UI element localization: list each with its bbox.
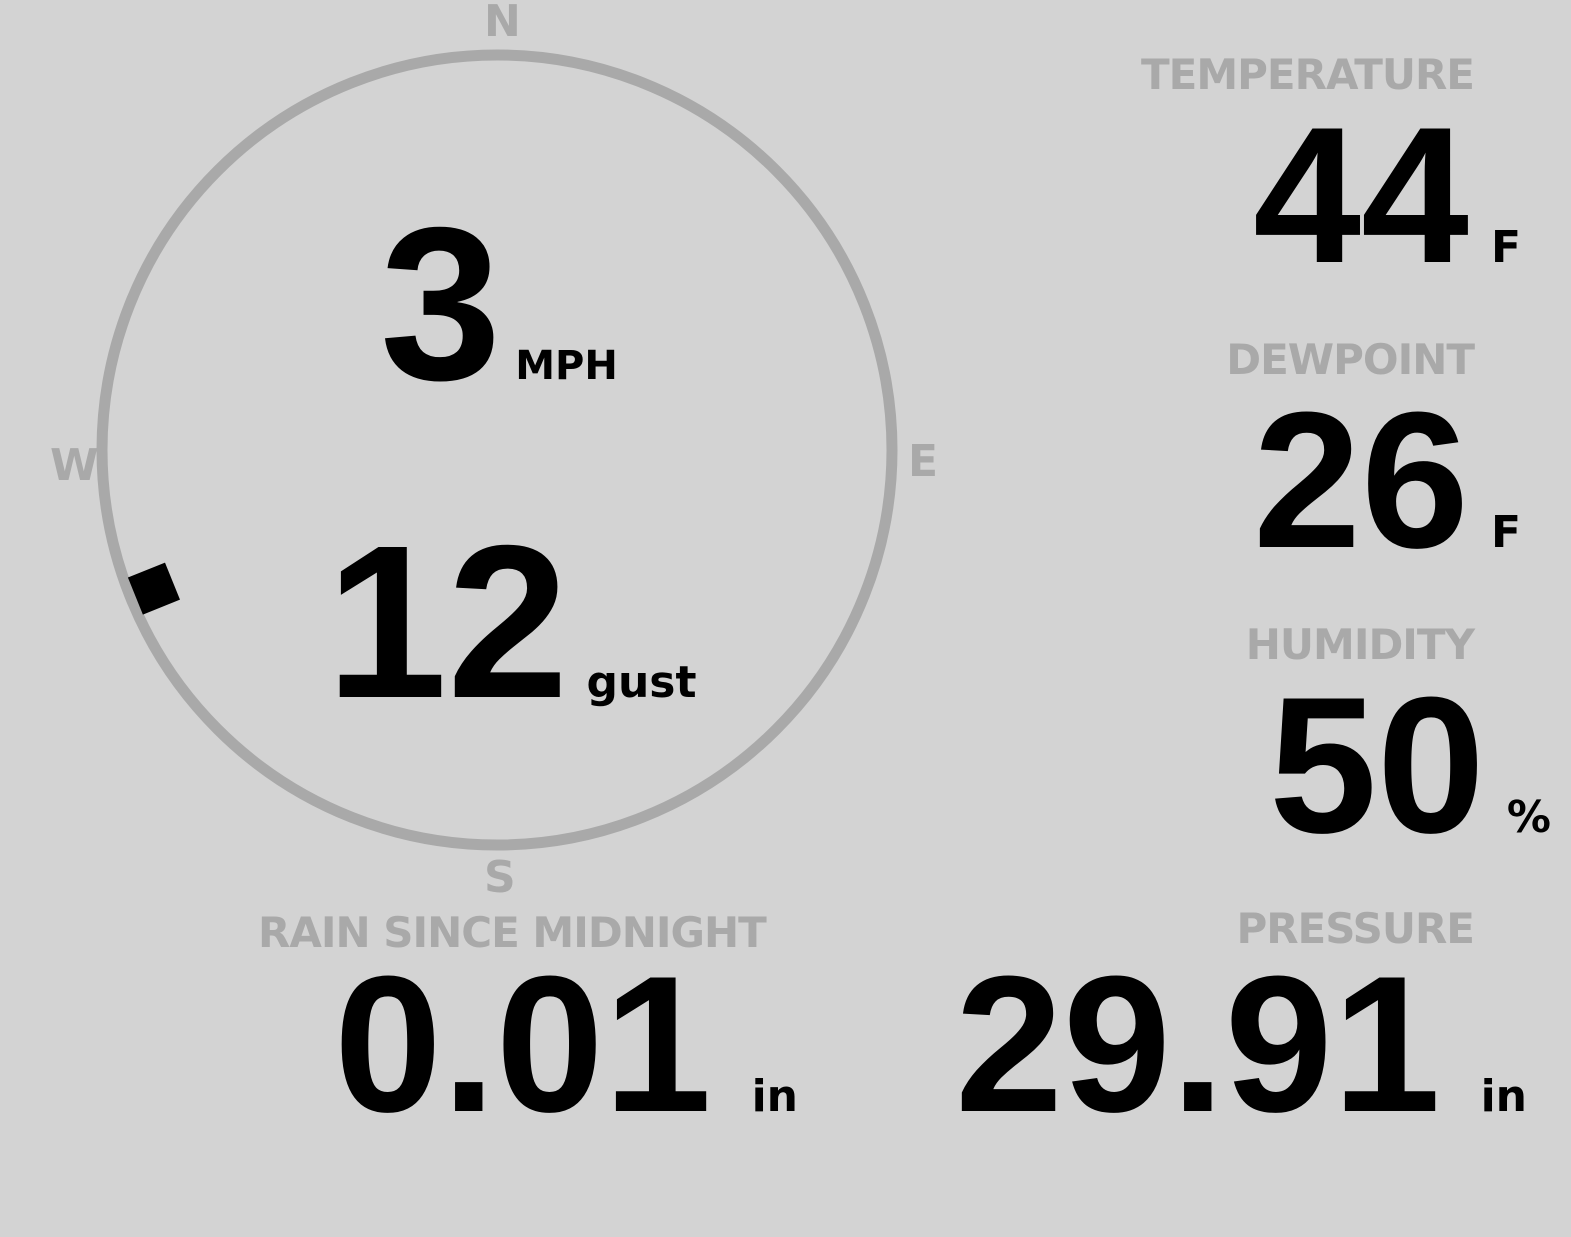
wind-gust-value: 12 [326, 501, 569, 744]
compass-east: E [908, 436, 939, 487]
pressure-label: PRESSURE [1236, 904, 1475, 953]
temperature-label: TEMPERATURE [1141, 50, 1475, 99]
rain-unit: in [751, 1071, 798, 1122]
compass-ring [96, 49, 898, 851]
dewpoint-value: 26 [1253, 372, 1469, 589]
wind-gust-unit: gust [586, 657, 697, 708]
compass-south: S [484, 852, 516, 903]
dewpoint-label: DEWPOINT [1226, 335, 1475, 384]
pressure-value: 29.91 [955, 936, 1441, 1153]
humidity-value: 50 [1269, 657, 1485, 874]
humidity-unit: % [1506, 792, 1551, 843]
dewpoint-card: DEWPOINT 26 F [1226, 335, 1521, 578]
wind-speed-value: 3 [380, 183, 502, 426]
compass-west: W [50, 440, 99, 491]
temperature-value: 44 [1253, 87, 1469, 304]
wind-speed-unit: MPH [515, 343, 618, 389]
temperature-unit: F [1490, 222, 1521, 273]
humidity-label: HUMIDITY [1245, 620, 1475, 669]
pressure-unit: in [1480, 1071, 1527, 1122]
rain-label: RAIN SINCE MIDNIGHT [258, 908, 767, 957]
temperature-card: TEMPERATURE 44 F [1141, 50, 1521, 293]
wind-direction-marker [127, 562, 180, 615]
wind-speed: 3 MPH [380, 196, 618, 414]
compass-north: N [484, 0, 521, 47]
rain-value: 0.01 [334, 936, 712, 1153]
dewpoint-unit: F [1490, 507, 1521, 558]
rain: 0.01 in [334, 948, 798, 1142]
pressure: 29.91 in [955, 948, 1527, 1142]
wind-gust: 12 gust [326, 514, 697, 732]
humidity-card: HUMIDITY 50 % [1246, 620, 1551, 863]
